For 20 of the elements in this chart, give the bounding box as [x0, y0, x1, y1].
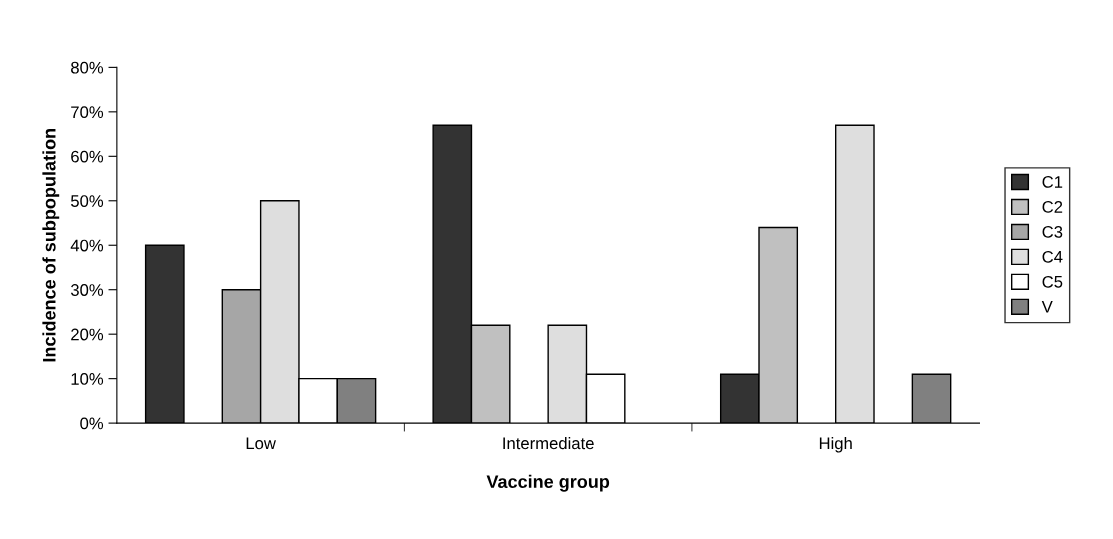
y-tick-label: 70%: [71, 106, 104, 119]
legend-label: V: [1041, 301, 1053, 313]
y-tick-label: 20%: [71, 328, 104, 341]
x-axis-title: Vaccine group: [486, 474, 610, 492]
legend-label: C1: [1042, 176, 1063, 188]
y-tick-label: 60%: [71, 150, 104, 163]
y-axis-title: Incidence of subpopulation: [42, 128, 60, 362]
legend-label: C5: [1042, 275, 1063, 288]
legend-label: C3: [1042, 225, 1063, 238]
y-tick-label: 80%: [71, 61, 104, 74]
y-tick-label: 50%: [70, 195, 104, 207]
y-tick-label: 40%: [70, 239, 104, 252]
y-tick-label: 0%: [80, 417, 104, 430]
legend-label: C2: [1042, 201, 1063, 213]
y-tick-label: 10%: [71, 373, 104, 385]
x-tick-label: Low: [246, 437, 276, 450]
legend-label: C4: [1042, 250, 1063, 263]
y-tick-label: 30%: [70, 284, 104, 296]
x-tick-label: High: [819, 437, 852, 453]
x-tick-label: Intermediate: [503, 437, 594, 450]
